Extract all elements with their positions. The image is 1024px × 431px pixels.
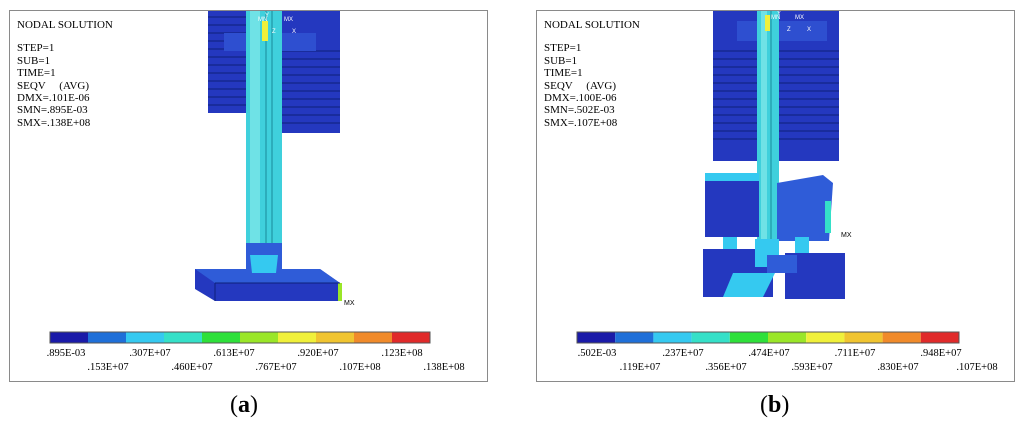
legend-tick: .153E+07 — [87, 362, 129, 373]
legend-tick: .107E+08 — [956, 362, 998, 373]
legend-band — [806, 332, 845, 343]
base-block-a — [195, 243, 342, 301]
axis-triad-b: MN Y MX Z X — [771, 11, 811, 33]
svg-text:Y: Y — [265, 13, 269, 19]
legend-tick: .138E+08 — [423, 362, 465, 373]
column-b — [757, 11, 779, 246]
info-smn: SMN=.502E-03 — [544, 104, 615, 117]
legend-outline — [576, 331, 960, 344]
legend-tick: .593E+07 — [791, 362, 833, 373]
legend-band — [691, 332, 730, 343]
legend-band — [729, 332, 768, 343]
legend-tick: .767E+07 — [255, 362, 297, 373]
legend-tick: .119E+07 — [619, 362, 661, 373]
nodal-solution-info: NODAL SOLUTION STEP=1 SUB=1 TIME=1 SEQV … — [544, 19, 640, 129]
legend-band — [354, 332, 392, 343]
legend-band — [882, 332, 921, 343]
legend-band — [278, 332, 316, 343]
svg-text:X: X — [292, 29, 296, 35]
svg-text:Y: Y — [777, 11, 781, 17]
contour-legend-b — [576, 331, 960, 344]
svg-text:MX: MX — [795, 15, 804, 21]
info-seqv: SEQV (AVG) — [17, 79, 90, 92]
mx-marker: MX — [841, 232, 852, 239]
info-sub: SUB=1 — [17, 54, 51, 67]
legend-tick: .613E+07 — [213, 348, 255, 359]
fe-model-b: MX MN Y MX Z X — [703, 11, 852, 299]
panel-title: NODAL SOLUTION — [544, 19, 640, 31]
panel-title: NODAL SOLUTION — [17, 19, 113, 31]
legend-band — [50, 332, 88, 343]
heatsink-fins-b — [713, 11, 839, 161]
legend-band — [768, 332, 807, 343]
result-panel-a: NODAL SOLUTION STEP=1 SUB=1 TIME=1 SEQV … — [9, 10, 488, 382]
svg-text:MN: MN — [258, 17, 267, 23]
result-panel-b: NODAL SOLUTION STEP=1 SUB=1 TIME=1 SEQV … — [536, 10, 1015, 382]
caption-a: (a) — [230, 392, 258, 418]
legend-tick: .502E-03 — [577, 348, 617, 359]
legend-outline — [49, 331, 431, 344]
legend-tick: .237E+07 — [662, 348, 704, 359]
legend-band — [392, 332, 430, 343]
info-step: STEP=1 — [17, 42, 55, 55]
legend-tick: .460E+07 — [171, 362, 213, 373]
nodal-solution-info: NODAL SOLUTION STEP=1 SUB=1 TIME=1 SEQV … — [17, 19, 113, 129]
legend-tick: .474E+07 — [748, 348, 790, 359]
legend-tick: .107E+08 — [339, 362, 381, 373]
info-step: STEP=1 — [544, 42, 582, 55]
legend-band — [164, 332, 202, 343]
legend-tick: .830E+07 — [877, 362, 919, 373]
legend-band — [577, 332, 616, 343]
legend-band — [240, 332, 278, 343]
legend-tick: .307E+07 — [129, 348, 171, 359]
legend-tick: .123E+08 — [381, 348, 423, 359]
mx-marker: MX — [344, 300, 355, 307]
info-smx: SMX=.107E+08 — [544, 116, 618, 129]
legend-band — [920, 332, 959, 343]
info-sub: SUB=1 — [544, 54, 578, 67]
legend-tick: .895E-03 — [46, 348, 86, 359]
info-dmx: DMX=.100E-06 — [544, 92, 617, 105]
legend-tick: .920E+07 — [297, 348, 339, 359]
info-smn: SMN=.895E-03 — [17, 104, 88, 117]
info-smx: SMX=.138E+08 — [17, 116, 91, 129]
legend-band — [653, 332, 692, 343]
legend-band — [202, 332, 240, 343]
info-dmx: DMX=.101E-06 — [17, 92, 90, 105]
svg-text:Z: Z — [787, 27, 791, 33]
fe-model-a: MX MN Y MX Z X — [195, 11, 355, 307]
legend-band — [615, 332, 654, 343]
legend-band — [316, 332, 354, 343]
legend-tick: .711E+07 — [834, 348, 876, 359]
axis-triad-a: MN Y MX Z X — [258, 13, 296, 35]
contour-legend-a — [49, 331, 431, 344]
info-time: TIME=1 — [17, 67, 56, 80]
svg-text:X: X — [807, 27, 811, 33]
legend-tick: .356E+07 — [705, 362, 747, 373]
svg-text:MX: MX — [284, 17, 293, 23]
svg-text:MN: MN — [771, 15, 780, 21]
svg-text:Z: Z — [272, 29, 276, 35]
column-a — [246, 11, 282, 256]
legend-band — [126, 332, 164, 343]
base-block-b — [703, 239, 845, 299]
info-time: TIME=1 — [544, 67, 583, 80]
legend-band — [88, 332, 126, 343]
info-seqv: SEQV (AVG) — [544, 79, 617, 92]
legend-tick: .948E+07 — [920, 348, 962, 359]
legend-band — [844, 332, 883, 343]
caption-b: (b) — [760, 392, 790, 418]
